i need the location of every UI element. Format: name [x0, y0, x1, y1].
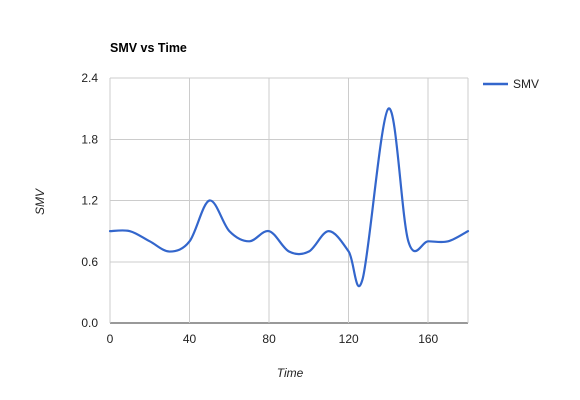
x-axis-label: Time	[277, 366, 304, 380]
legend-label-smv: SMV	[513, 77, 539, 91]
y-tick-label: 0.0	[81, 316, 98, 330]
y-axis-ticks: 0.0 0.6 1.2 1.8 2.4	[81, 71, 98, 330]
y-tick-label: 1.2	[81, 194, 98, 208]
series-layer	[108, 107, 470, 288]
chart-legend: SMV	[483, 77, 539, 91]
x-tick-label: 0	[107, 332, 114, 346]
x-tick-label: 160	[418, 332, 438, 346]
y-tick-label: 2.4	[81, 71, 98, 85]
y-axis-label: SMV	[33, 188, 47, 215]
x-tick-label: 80	[262, 332, 276, 346]
x-tick-label: 120	[339, 332, 359, 346]
chart-grid	[109, 77, 469, 324]
x-tick-label: 40	[183, 332, 197, 346]
y-tick-label: 1.8	[81, 132, 98, 146]
y-tick-label: 0.6	[81, 255, 98, 269]
series-line-smv	[108, 107, 470, 288]
x-axis-ticks: 0 40 80 120 160	[107, 332, 439, 346]
chart-title: SMV vs Time	[110, 41, 187, 55]
